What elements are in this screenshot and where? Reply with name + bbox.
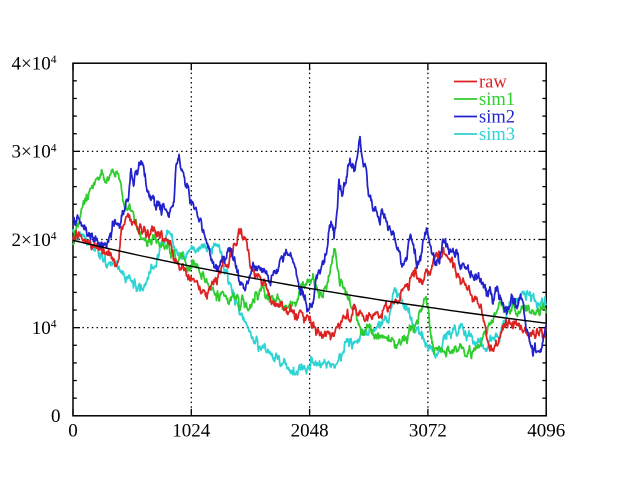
svg-text:0: 0 <box>68 421 78 442</box>
svg-text:2048: 2048 <box>291 421 329 442</box>
svg-text:3072: 3072 <box>409 421 447 442</box>
svg-text:3×104: 3×104 <box>12 142 57 163</box>
svg-text:raw: raw <box>479 72 507 92</box>
svg-text:sim1: sim1 <box>479 90 515 110</box>
svg-text:sim3: sim3 <box>479 125 515 145</box>
svg-text:104: 104 <box>32 318 57 339</box>
svg-text:1024: 1024 <box>172 421 211 442</box>
svg-text:sim2: sim2 <box>479 107 515 127</box>
svg-text:4×104: 4×104 <box>12 54 57 75</box>
svg-text:2×104: 2×104 <box>12 230 57 251</box>
svg-text:4096: 4096 <box>527 421 565 442</box>
svg-text:0: 0 <box>51 406 61 427</box>
